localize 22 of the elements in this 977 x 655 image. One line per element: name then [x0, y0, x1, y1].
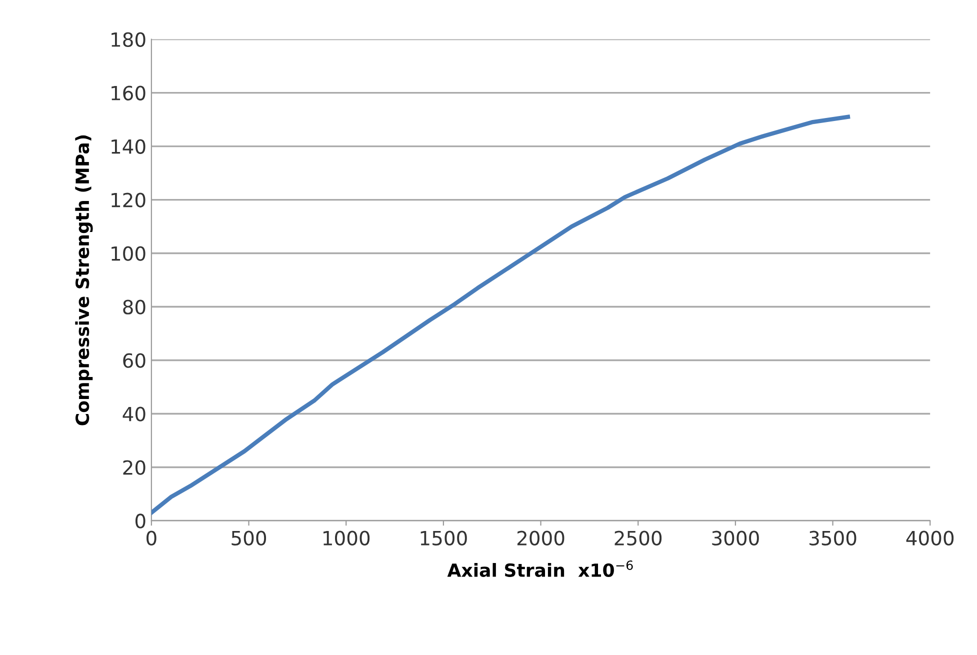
y-tick-label: 100	[112, 246, 146, 261]
y-tick-label: 180	[112, 32, 146, 47]
x-tick-label: 3500	[810, 530, 856, 546]
y-axis-title: Compressive Strength (MPa)	[75, 135, 93, 426]
x-tick-label: 3000	[712, 530, 759, 546]
y-tick-label: 80	[123, 300, 146, 314]
y-tick-label: 40	[122, 406, 146, 422]
x-tick-label: 500	[232, 530, 266, 546]
x-tick-label: 4000	[906, 530, 954, 546]
y-tick-label: 120	[112, 192, 146, 208]
y-tick-label: 60	[123, 353, 146, 368]
x-tick-label: 1000	[323, 530, 370, 546]
x-axis-title: Axial Strain x10$^{−6}$	[447, 560, 633, 577]
line-series	[151, 114, 850, 515]
y-tick-label: 160	[112, 86, 146, 100]
x-tick-label: 1500	[420, 530, 467, 546]
y-tick-label: 20	[123, 460, 146, 475]
x-tick-label: 2000	[517, 530, 564, 546]
x-tick-label: 0	[146, 530, 156, 546]
y-tick-label: 140	[112, 139, 146, 154]
y-tick-label: 0	[135, 514, 146, 528]
x-tick-label: 2500	[614, 530, 662, 546]
